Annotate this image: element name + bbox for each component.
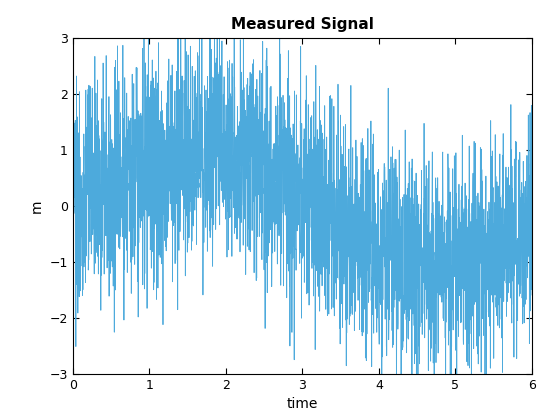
X-axis label: time: time	[287, 397, 318, 411]
Title: Measured Signal: Measured Signal	[231, 18, 374, 32]
Y-axis label: m: m	[30, 199, 44, 213]
